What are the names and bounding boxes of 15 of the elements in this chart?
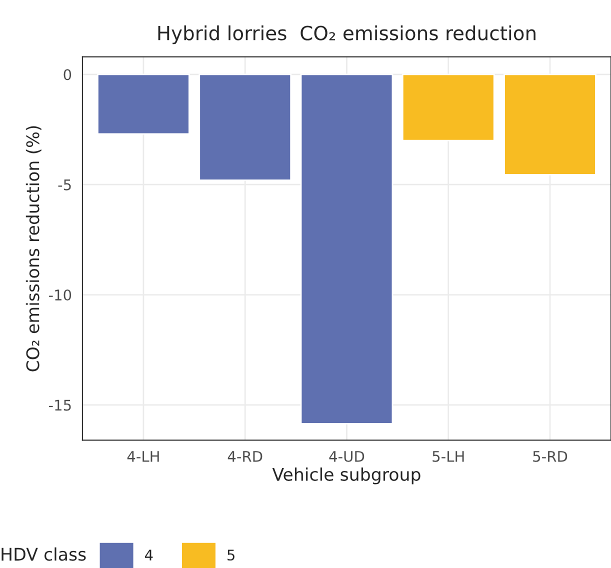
y-tick-label: -10 bbox=[48, 289, 72, 301]
x-axis-title: Vehicle subgroup bbox=[272, 468, 420, 484]
x-tick-label: 4-LH bbox=[127, 451, 159, 462]
x-tick-label: 4-RD bbox=[228, 451, 262, 462]
x-tick-label: 5-LH bbox=[432, 451, 464, 462]
legend-label: 5 bbox=[228, 550, 234, 561]
y-tick-label: 0 bbox=[64, 69, 72, 80]
chart-title: Hybrid lorries CO₂ emissions reduction bbox=[158, 25, 536, 44]
legend-label: 4 bbox=[144, 550, 153, 560]
x-tick-label: 5-RD bbox=[533, 451, 568, 462]
y-tick-label: -15 bbox=[48, 400, 71, 411]
y-axis-title: CO₂ emissions reduction (%) bbox=[26, 126, 42, 372]
x-tick-label: 4-UD bbox=[329, 451, 364, 462]
legend-title: HDV class bbox=[2, 547, 86, 561]
y-tick-label: -5 bbox=[58, 180, 71, 190]
